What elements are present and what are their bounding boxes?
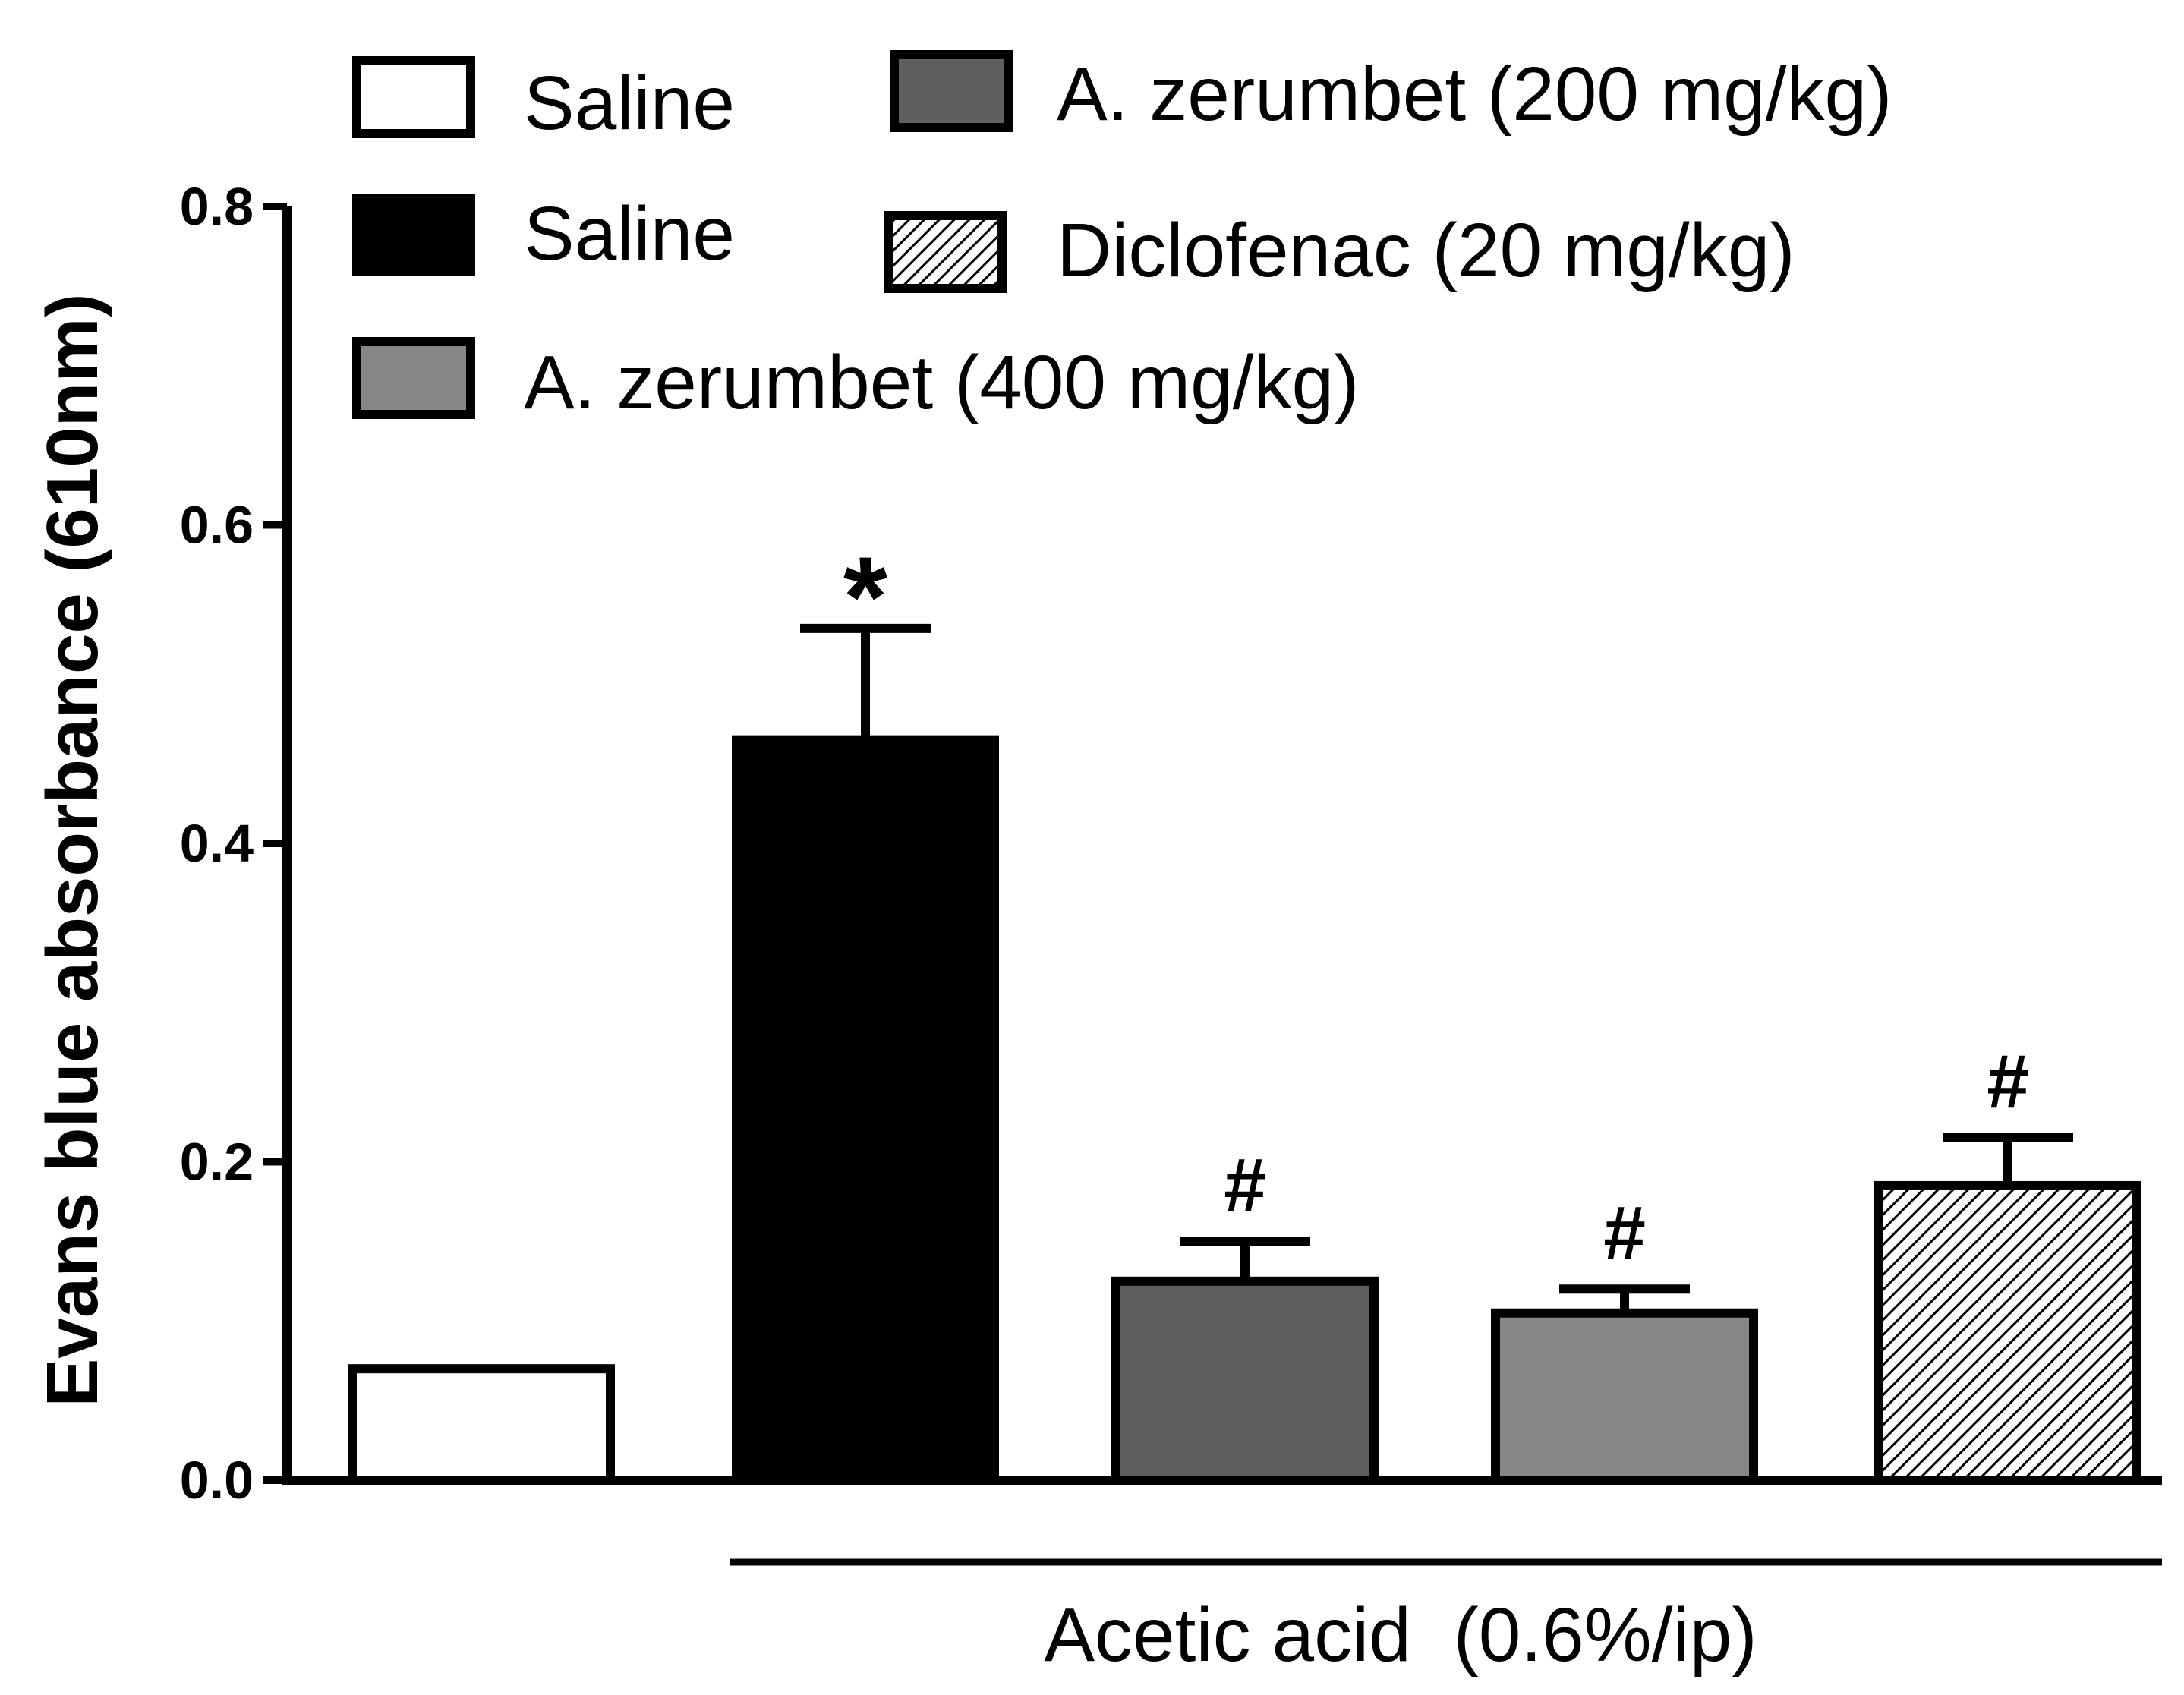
legend-swatch — [890, 50, 1013, 132]
bar — [1111, 1276, 1379, 1485]
y-axis-title: Evans blue absorbance (610nm) — [32, 293, 113, 1407]
significance-asterisk: * — [843, 533, 888, 660]
significance-hash: # — [1987, 1039, 2029, 1124]
legend-label: Saline — [524, 61, 735, 146]
y-tick-label: 0.2 — [180, 1133, 254, 1192]
bar — [732, 735, 999, 1485]
legend-swatch — [352, 194, 475, 276]
y-axis: 0.0 0.2 0.4 0.6 0.8 — [180, 177, 292, 1510]
bar — [348, 1364, 615, 1485]
y-tick-label: 0.8 — [180, 177, 254, 236]
bars: * # # # — [348, 533, 2141, 1485]
y-tick-label: 0.6 — [180, 496, 254, 555]
legend: Saline Saline A. zerumbet (400 mg/kg) A. ze… — [352, 50, 1892, 425]
legend-swatch — [352, 56, 475, 138]
legend-swatch — [352, 337, 475, 419]
legend-label: A. zerumbet (200 mg/kg) — [1057, 52, 1892, 137]
group-label: Acetic acid (0.6%/ip) — [1044, 1593, 1757, 1678]
y-tick-label: 0.4 — [180, 814, 254, 873]
significance-hash: # — [1224, 1142, 1266, 1227]
legend-swatch — [884, 211, 1007, 293]
bar — [1874, 1180, 2141, 1485]
legend-label: Saline — [524, 191, 735, 276]
significance-hash: # — [1603, 1190, 1646, 1275]
legend-label: Diclofenac (20 mg/kg) — [1057, 208, 1795, 293]
bar — [1491, 1308, 1758, 1485]
legend-label: A. zerumbet (400 mg/kg) — [524, 340, 1359, 425]
y-tick-label: 0.0 — [180, 1451, 254, 1510]
